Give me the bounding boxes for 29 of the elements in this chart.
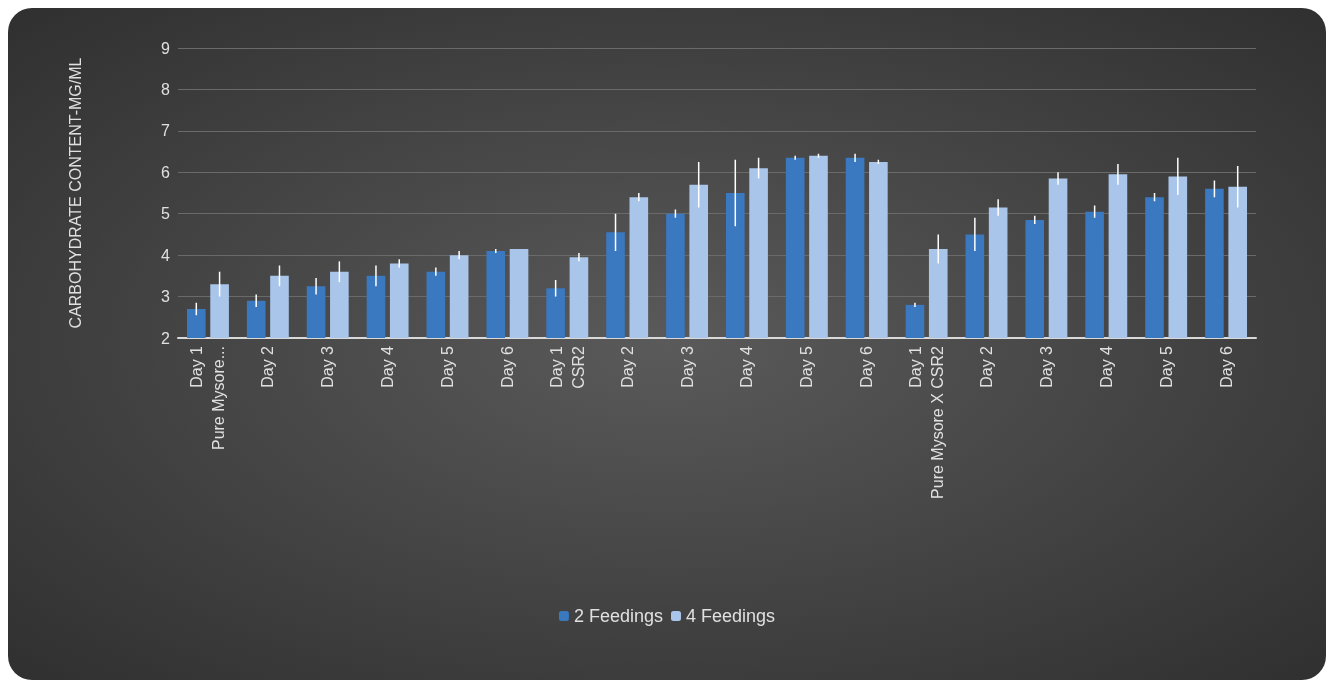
y-tick-label: 4 [161, 246, 171, 264]
x-tick-label: Day 4 [738, 345, 756, 388]
y-tick-label: 6 [161, 163, 171, 181]
x-tick-label: Day 2 [618, 345, 636, 388]
legend-label: 4 Feedings [686, 606, 776, 626]
x-tick-label: Day 2 [259, 345, 277, 388]
x-tick-label: Day 4 [379, 345, 397, 388]
x-tick-label: Day 4 [1097, 345, 1115, 388]
x-tick-label: Day 6 [1217, 345, 1235, 388]
y-tick-label: 9 [161, 39, 171, 57]
x-tick-label: Day 2 [978, 345, 995, 388]
y-tick-label: 3 [161, 288, 171, 306]
x-tick-label: Day 6 [498, 345, 516, 388]
x-tick-label: Day 1 CSR2 [547, 345, 587, 389]
x-tick-label: Day 1 Pure Mysore X CSR2 [907, 345, 947, 499]
x-tick-label: Day 5 [1157, 345, 1175, 388]
x-tick-label: Day 1 Pure Mysore... [188, 345, 228, 451]
x-tick-label: Day 6 [858, 345, 876, 388]
x-tick-label: Day 3 [1037, 345, 1055, 388]
y-tick-label: 7 [161, 122, 171, 140]
legend-label: 2 Feedings [573, 606, 663, 626]
x-tick-label: Day 3 [678, 345, 696, 388]
x-tick-label: Day 5 [798, 345, 816, 388]
y-axis-title: CARBOHYDRATE CONTENT-MG/ML [66, 57, 84, 329]
y-tick-label: 8 [161, 80, 171, 98]
x-tick-label: Day 5 [439, 345, 456, 388]
x-tick-label: Day 3 [319, 345, 337, 388]
y-tick-label: 5 [161, 205, 171, 223]
y-tick-label: 2 [161, 329, 171, 347]
